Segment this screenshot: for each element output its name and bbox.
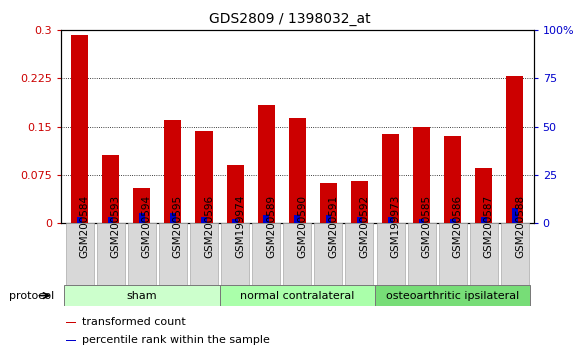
Bar bbox=[450, 219, 455, 223]
Bar bbox=[77, 217, 82, 223]
Text: osteoarthritic ipsilateral: osteoarthritic ipsilateral bbox=[386, 291, 519, 301]
Bar bbox=[201, 217, 206, 223]
FancyBboxPatch shape bbox=[375, 285, 531, 306]
Text: GSM200586: GSM200586 bbox=[453, 195, 463, 258]
Text: GSM200592: GSM200592 bbox=[360, 195, 369, 258]
Text: GSM200589: GSM200589 bbox=[266, 195, 276, 258]
Text: GSM199974: GSM199974 bbox=[235, 194, 245, 258]
Text: protocol: protocol bbox=[9, 291, 54, 301]
Text: GSM200587: GSM200587 bbox=[484, 195, 494, 258]
Bar bbox=[133, 188, 150, 223]
Bar bbox=[164, 120, 182, 223]
Bar bbox=[289, 118, 306, 223]
FancyBboxPatch shape bbox=[283, 223, 311, 285]
Bar bbox=[258, 105, 275, 223]
Bar bbox=[170, 213, 176, 223]
Bar bbox=[419, 219, 425, 223]
FancyBboxPatch shape bbox=[221, 223, 249, 285]
FancyBboxPatch shape bbox=[190, 223, 218, 285]
FancyBboxPatch shape bbox=[128, 223, 156, 285]
FancyBboxPatch shape bbox=[97, 223, 125, 285]
FancyBboxPatch shape bbox=[66, 223, 93, 285]
Text: GDS2809 / 1398032_at: GDS2809 / 1398032_at bbox=[209, 12, 371, 27]
Bar bbox=[512, 207, 518, 223]
Text: GSM200584: GSM200584 bbox=[79, 195, 89, 258]
Bar bbox=[444, 136, 461, 223]
Bar bbox=[108, 217, 114, 223]
FancyBboxPatch shape bbox=[159, 223, 187, 285]
FancyBboxPatch shape bbox=[438, 223, 467, 285]
Text: GSM200588: GSM200588 bbox=[515, 195, 525, 258]
Bar bbox=[295, 215, 300, 223]
Bar bbox=[388, 217, 393, 223]
FancyBboxPatch shape bbox=[408, 223, 436, 285]
Text: GSM200594: GSM200594 bbox=[142, 195, 152, 258]
Text: percentile rank within the sample: percentile rank within the sample bbox=[82, 335, 270, 346]
Text: GSM200593: GSM200593 bbox=[111, 195, 121, 258]
Text: GSM200596: GSM200596 bbox=[204, 195, 214, 258]
Bar bbox=[139, 213, 144, 223]
Bar bbox=[232, 219, 238, 223]
FancyBboxPatch shape bbox=[501, 223, 529, 285]
FancyBboxPatch shape bbox=[346, 223, 374, 285]
Bar bbox=[351, 181, 368, 223]
Bar bbox=[325, 215, 331, 223]
Bar bbox=[66, 340, 76, 341]
FancyBboxPatch shape bbox=[252, 223, 280, 285]
Bar bbox=[382, 134, 399, 223]
Bar bbox=[227, 165, 244, 223]
Text: GSM200595: GSM200595 bbox=[173, 195, 183, 258]
Text: sham: sham bbox=[126, 291, 157, 301]
Text: GSM200590: GSM200590 bbox=[297, 195, 307, 258]
Bar bbox=[263, 215, 269, 223]
Bar bbox=[357, 217, 362, 223]
Bar bbox=[320, 183, 337, 223]
Bar bbox=[66, 322, 76, 323]
Bar bbox=[475, 169, 492, 223]
Text: GSM200585: GSM200585 bbox=[422, 195, 432, 258]
Bar bbox=[506, 76, 524, 223]
Bar bbox=[481, 217, 487, 223]
Text: GSM199973: GSM199973 bbox=[390, 194, 401, 258]
Text: transformed count: transformed count bbox=[82, 318, 186, 327]
Bar bbox=[71, 35, 88, 223]
Bar bbox=[413, 127, 430, 223]
Text: normal contralateral: normal contralateral bbox=[240, 291, 354, 301]
FancyBboxPatch shape bbox=[470, 223, 498, 285]
Bar bbox=[102, 155, 119, 223]
Text: GSM200591: GSM200591 bbox=[328, 195, 338, 258]
FancyBboxPatch shape bbox=[64, 285, 219, 306]
FancyBboxPatch shape bbox=[314, 223, 342, 285]
Bar bbox=[195, 131, 212, 223]
FancyBboxPatch shape bbox=[376, 223, 404, 285]
FancyBboxPatch shape bbox=[219, 285, 375, 306]
